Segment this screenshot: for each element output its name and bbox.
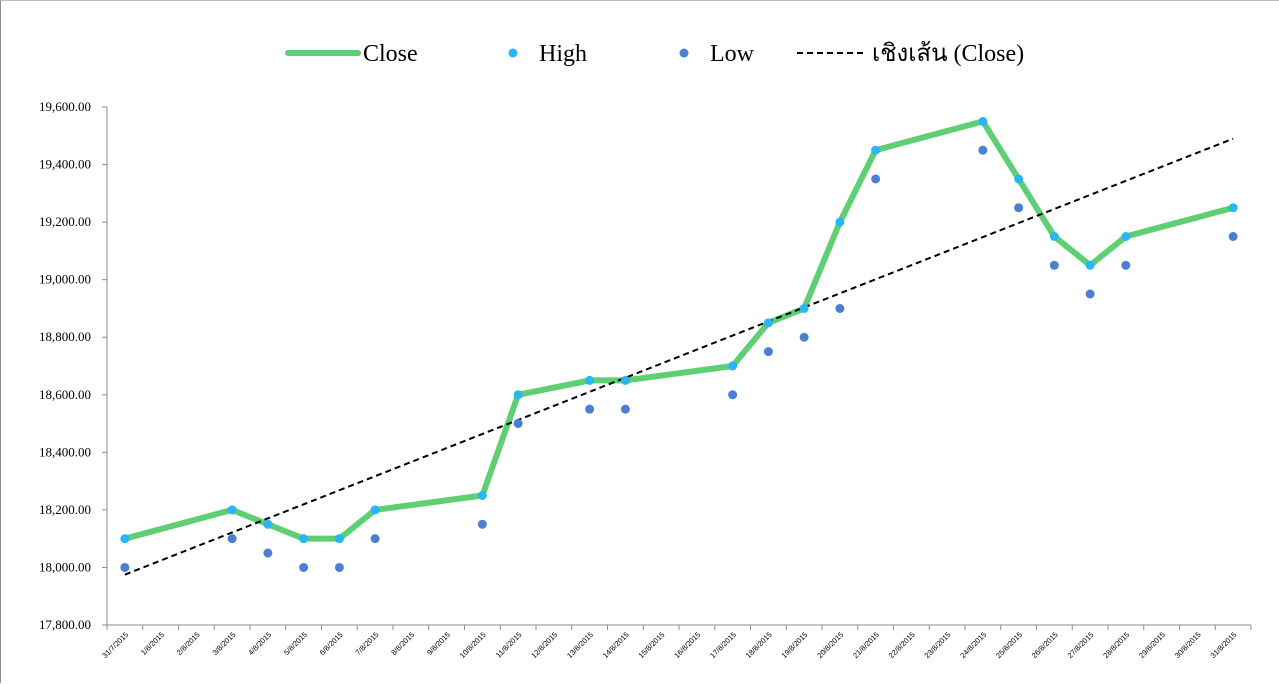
high-point: [263, 519, 273, 529]
low-point: [799, 332, 809, 342]
high-point: [334, 534, 344, 544]
low-point: [728, 390, 738, 400]
low-point: [334, 562, 344, 572]
x-tick-label: 27/8/2015: [1066, 630, 1096, 660]
x-tick-label: 1/8/2015: [139, 630, 166, 657]
high-point: [763, 318, 773, 328]
x-tick-label: 22/8/2015: [887, 630, 917, 660]
low-point: [1121, 260, 1131, 270]
x-tick-label: 4/8/2015: [246, 630, 273, 657]
legend-trend-label: เชิงเส้น (Close): [872, 41, 1024, 67]
y-tick-label: 17,800.00: [39, 617, 91, 632]
x-tick-label: 15/8/2015: [637, 630, 667, 660]
series-trendline: [124, 137, 1234, 576]
legend-high-label: High: [539, 41, 587, 67]
x-tick-label: 10/8/2015: [458, 630, 488, 660]
high-point: [835, 217, 845, 227]
y-tick-label: 18,600.00: [39, 387, 91, 402]
x-tick-label: 3/8/2015: [211, 630, 238, 657]
high-point: [799, 303, 809, 313]
x-tick-label: 14/8/2015: [601, 630, 631, 660]
low-point: [263, 548, 273, 558]
x-tick-label: 11/8/2015: [494, 630, 524, 660]
low-point: [513, 419, 523, 429]
low-point: [477, 519, 487, 529]
x-tick-label: 12/8/2015: [529, 630, 559, 660]
series-close-line: [121, 118, 1237, 542]
high-point: [871, 145, 881, 155]
x-tick-label: 28/8/2015: [1101, 630, 1131, 660]
x-tick-label: 6/8/2015: [318, 630, 345, 657]
low-point: [763, 347, 773, 357]
low-point: [871, 174, 881, 184]
x-tick-label: 7/8/2015: [354, 630, 381, 657]
x-tick-label: 24/8/2015: [958, 630, 988, 660]
legend-high-swatch: [508, 48, 518, 58]
legend-close-label: Close: [363, 41, 418, 67]
x-axis: 31/7/2015 1/8/2015 2/8/2015 3/8/2015 4/8/201…: [100, 624, 1252, 660]
low-point: [370, 534, 380, 544]
x-tick-label: 20/8/2015: [815, 630, 845, 660]
low-point: [585, 404, 595, 414]
x-tick-label: 16/8/2015: [672, 630, 702, 660]
low-point: [227, 534, 237, 544]
high-point: [227, 505, 237, 515]
high-point: [978, 116, 988, 126]
high-point: [1014, 174, 1024, 184]
legend-low-label: Low: [710, 41, 755, 67]
x-tick-label: 18/8/2015: [744, 630, 774, 660]
high-point: [513, 390, 523, 400]
legend: Close High Low เชิงเส้น (Close): [285, 41, 1024, 67]
x-tick-label: 5/8/2015: [282, 630, 309, 657]
y-tick-label: 18,800.00: [39, 329, 91, 344]
y-tick-label: 19,200.00: [39, 214, 91, 229]
legend-low-swatch: [679, 48, 689, 58]
low-point: [835, 303, 845, 313]
x-tick-label: 30/8/2015: [1173, 630, 1203, 660]
high-point: [299, 534, 309, 544]
x-tick-label: 29/8/2015: [1137, 630, 1167, 660]
high-point: [1085, 260, 1095, 270]
x-tick-label: 21/8/2015: [851, 630, 881, 660]
low-point: [299, 562, 309, 572]
low-point: [120, 562, 130, 572]
high-point: [370, 505, 380, 515]
y-tick-label: 18,200.00: [39, 502, 91, 517]
x-tick-label: 8/8/2015: [389, 630, 416, 657]
x-tick-label: 31/8/2015: [1209, 630, 1239, 660]
high-point: [1049, 232, 1059, 241]
y-tick-label: 19,600.00: [39, 99, 91, 114]
x-tick-label: 17/8/2015: [708, 630, 738, 660]
x-tick-label: 26/8/2015: [1030, 630, 1060, 660]
high-point: [1121, 232, 1131, 241]
high-point: [120, 534, 130, 544]
high-point: [728, 361, 738, 371]
low-point: [1014, 203, 1024, 213]
y-tick-label: 18,400.00: [39, 444, 91, 459]
x-tick-label: 2/8/2015: [175, 630, 202, 657]
low-point: [620, 404, 630, 414]
x-tick-label: 31/7/2015: [100, 630, 130, 660]
high-point: [1228, 203, 1238, 213]
y-tick-label: 18,000.00: [39, 559, 91, 574]
x-tick-label: 13/8/2015: [565, 630, 595, 660]
x-tick-label: 9/8/2015: [425, 630, 452, 657]
x-tick-label: 19/8/2015: [780, 630, 810, 660]
plot-area: [120, 116, 1238, 576]
y-tick-label: 19,400.00: [39, 157, 91, 172]
high-point: [620, 375, 630, 385]
x-tick-label: 25/8/2015: [994, 630, 1024, 660]
x-tick-label: 23/8/2015: [923, 630, 953, 660]
y-tick-label: 19,000.00: [39, 272, 91, 287]
low-point: [1228, 232, 1238, 241]
high-point: [477, 491, 487, 500]
high-point: [585, 375, 595, 385]
low-point: [1049, 260, 1059, 270]
low-point: [978, 145, 988, 155]
y-axis: 17,800.00 18,000.00 18,200.00 18,400.00 18,6…: [39, 99, 108, 632]
low-point: [1085, 289, 1095, 299]
